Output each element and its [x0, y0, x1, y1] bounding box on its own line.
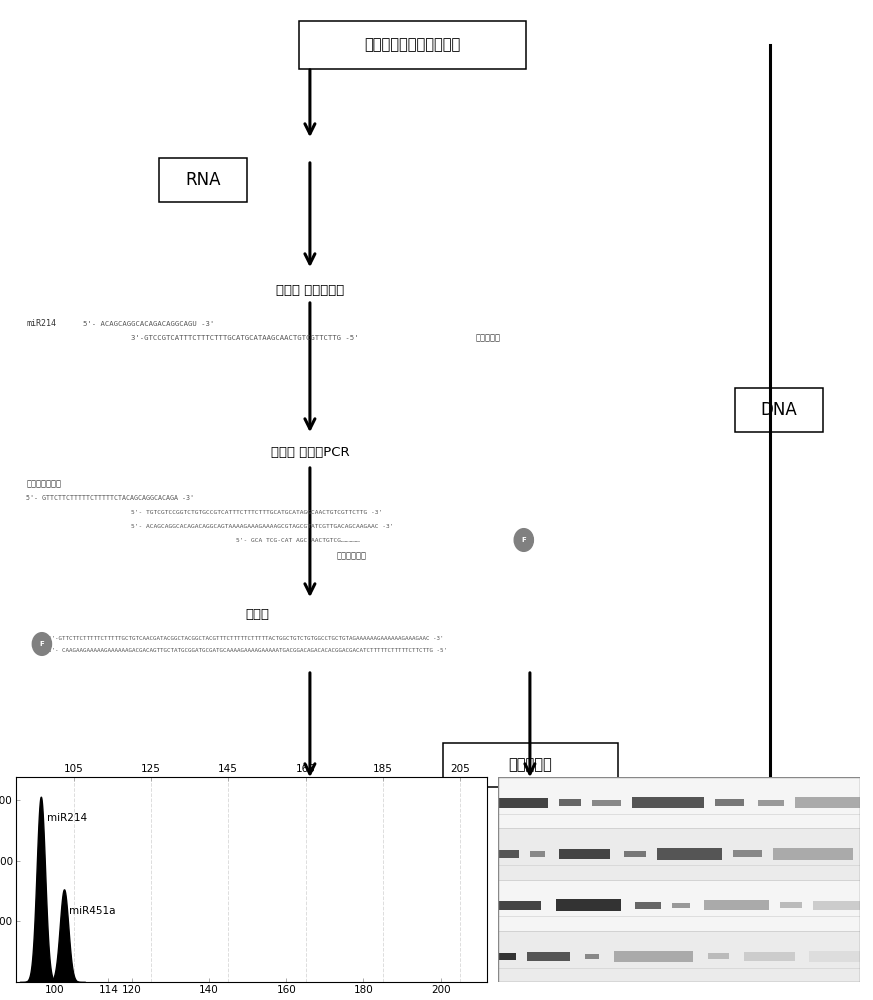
Text: 5'- TGTCGTCCGGTCTGTGCCGTCATTTCTTTCTTTGCATGCATAGGCAACTGTCGTTCTTG -3': 5'- TGTCGTCCGGTCTGTGCCGTCATTTCTTTCTTTGCA…	[131, 510, 382, 514]
Bar	[657, 848, 722, 860]
FancyBboxPatch shape	[159, 158, 247, 202]
Text: miR214: miR214	[46, 813, 86, 823]
Bar	[498, 798, 548, 808]
Bar	[560, 849, 610, 859]
Bar	[636, 902, 661, 909]
Bar	[733, 850, 762, 857]
Bar	[813, 901, 860, 910]
Ellipse shape	[514, 529, 533, 551]
Text: 逆转录引物: 逆转录引物	[476, 334, 501, 342]
Text: 5'- ACAGCAGGCACAGACAGGCAGU -3': 5'- ACAGCAGGCACAGACAGGCAGU -3'	[83, 321, 214, 327]
Text: 5'- GCA TCG-CAT AGC AACTGTCG……………: 5'- GCA TCG-CAT AGC AACTGTCG……………	[236, 538, 360, 542]
Text: 3'-GTCCGTCATTTCTTTCTTTGCATGCATAAGCAACTGTCGTTCTTG -5': 3'-GTCCGTCATTTCTTTCTTTGCATGCATAAGCAACTGT…	[131, 335, 359, 341]
Ellipse shape	[32, 633, 52, 655]
Text: F: F	[39, 641, 45, 647]
Text: 终产物: 终产物	[245, 608, 270, 621]
Bar	[705, 900, 769, 910]
Text: RNA: RNA	[185, 171, 221, 189]
Text: 上游特异性引物: 上游特异性引物	[26, 480, 61, 488]
Bar	[498, 880, 860, 931]
Bar	[780, 902, 802, 908]
Text: 5'- GTTCTTCTTTTTCTTTTTCTACAGCAGGCACAGA -3': 5'- GTTCTTCTTTTTCTTTTTCTACAGCAGGCACAGA -…	[26, 495, 194, 501]
FancyBboxPatch shape	[299, 21, 526, 69]
Bar	[498, 828, 860, 880]
Text: 毛细管电泳: 毛细管电泳	[508, 758, 553, 772]
Text: DNA: DNA	[760, 401, 798, 419]
Bar	[632, 797, 705, 808]
Text: miR451a: miR451a	[69, 906, 115, 916]
Text: 下游公共引物: 下游公共引物	[336, 552, 366, 560]
Text: 血液、精液或月经血样本: 血液、精液或月经血样本	[364, 37, 461, 52]
Bar	[794, 797, 860, 808]
Bar	[715, 799, 744, 806]
Bar	[614, 951, 693, 962]
Bar	[744, 952, 794, 961]
Bar	[624, 851, 646, 857]
Text: 第二步 终点法PCR: 第二步 终点法PCR	[271, 446, 349, 458]
Text: 第一步 逆转录反应: 第一步 逆转录反应	[276, 284, 344, 296]
Bar	[530, 851, 545, 857]
Bar	[671, 903, 690, 908]
Bar	[498, 850, 519, 858]
Bar	[555, 899, 621, 911]
Text: 5'-GTTCTTCTTTTTCTTTTTGCTGTCAACGATACGGCTACGGCTACGTTTCTTTTTCTTTTTACTGGCTGTCTGTGGCC: 5'-GTTCTTCTTTTTCTTTTTGCTGTCAACGATACGGCTA…	[48, 636, 443, 641]
Bar	[498, 777, 860, 828]
Bar	[498, 931, 860, 982]
Bar	[592, 800, 621, 806]
Bar	[526, 952, 570, 961]
Bar	[809, 951, 860, 962]
Bar	[560, 799, 581, 806]
Text: miR214: miR214	[26, 320, 56, 328]
Bar	[773, 848, 853, 860]
Bar	[498, 953, 516, 960]
Text: 3'- CAAGAAGAAAAAGAAAAAAGACGACAGTTGCTATGCGGATGCGATGCAAAAGAAAAGAAAAATGACGGACAGACAC: 3'- CAAGAAGAAAAAGAAAAAAGACGACAGTTGCTATGC…	[48, 648, 447, 652]
Bar	[498, 901, 541, 910]
Bar	[759, 800, 784, 806]
Bar	[585, 954, 599, 959]
FancyBboxPatch shape	[735, 388, 823, 432]
Text: 5'- ACAGCAGGCACAGACAGGCAGTAAAAGAAAGAAAAGCGTAGCGTATCGTTGACAGCAAGAAC -3': 5'- ACAGCAGGCACAGACAGGCAGTAAAAGAAAGAAAAG…	[131, 524, 394, 528]
Bar	[708, 953, 730, 959]
FancyBboxPatch shape	[443, 743, 618, 787]
Text: F: F	[521, 537, 526, 543]
